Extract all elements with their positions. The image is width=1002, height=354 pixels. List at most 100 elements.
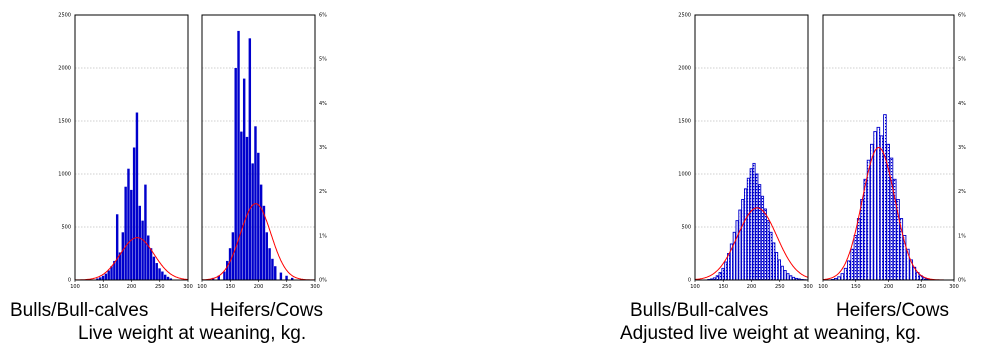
histogram-bar bbox=[743, 188, 748, 281]
histogram-bar bbox=[285, 275, 288, 280]
x-tick-label: 300 bbox=[183, 284, 193, 290]
x-tick-label: 200 bbox=[884, 284, 894, 290]
histogram-bar bbox=[254, 126, 257, 280]
histogram-bar bbox=[876, 126, 881, 281]
histogram-bar bbox=[237, 30, 240, 281]
histogram-bar bbox=[248, 38, 252, 280]
histogram-bar bbox=[741, 198, 745, 281]
histogram-bar bbox=[763, 208, 767, 281]
histogram-bar bbox=[141, 220, 144, 280]
x-tick-label: 150 bbox=[718, 284, 728, 290]
histogram-bar bbox=[113, 260, 116, 280]
x-tick-label: 150 bbox=[98, 284, 108, 290]
x-tick-label: 300 bbox=[310, 284, 320, 290]
histogram-bar bbox=[158, 268, 161, 280]
histogram-bar bbox=[780, 265, 784, 281]
x-tick-label: 150 bbox=[851, 284, 861, 290]
histogram-bar bbox=[727, 253, 731, 281]
y2-tick-label: 5% bbox=[319, 57, 327, 63]
histogram-bar bbox=[775, 251, 779, 281]
x-tick-label: 250 bbox=[916, 284, 926, 290]
histogram-bar bbox=[107, 270, 110, 280]
y2-tick-label: 2% bbox=[319, 189, 327, 195]
chart-panel-0: 100 150 200 250 300 0 500 1000 1500 2000 2500 bbox=[58, 13, 193, 291]
y2-tick-label: 6% bbox=[319, 13, 327, 19]
y-tick-label: 1500 bbox=[58, 119, 71, 125]
y-tick-label: 500 bbox=[61, 225, 71, 231]
histogram-bar bbox=[217, 275, 220, 280]
histogram-bar bbox=[259, 184, 263, 280]
histogram-bar bbox=[860, 198, 864, 281]
histogram-bar bbox=[749, 168, 753, 281]
histogram-bar bbox=[118, 252, 122, 280]
histogram-bar bbox=[870, 143, 874, 281]
histogram-bar bbox=[115, 214, 119, 280]
x-tick-label: 250 bbox=[155, 284, 165, 290]
histogram-bar bbox=[777, 259, 782, 281]
histogram-bar bbox=[786, 273, 790, 281]
x-tick-label: 200 bbox=[747, 284, 757, 290]
x-tick-label: 200 bbox=[254, 284, 264, 290]
histogram-bar bbox=[279, 272, 283, 280]
histogram-bar bbox=[718, 272, 722, 281]
histogram-bar bbox=[772, 242, 776, 281]
y2-tick-label: 4% bbox=[319, 101, 327, 107]
x-tick-label: 200 bbox=[127, 284, 137, 290]
histogram-bar bbox=[226, 260, 229, 280]
histogram-bar bbox=[873, 131, 877, 281]
y2-tick-label: 1% bbox=[319, 233, 327, 239]
histogram-bar bbox=[245, 136, 249, 280]
normal-curve bbox=[202, 203, 315, 281]
y2-tick-label: 4% bbox=[958, 101, 966, 107]
histogram-bar bbox=[124, 186, 127, 280]
y-tick-label: 500 bbox=[681, 225, 691, 231]
histogram-bar bbox=[240, 131, 243, 280]
histogram-bar bbox=[127, 168, 130, 280]
histogram-bar bbox=[223, 271, 226, 280]
histogram-bar bbox=[752, 162, 756, 281]
y2-tick-label: 3% bbox=[958, 145, 966, 151]
y2-tick-label: 1% bbox=[958, 233, 966, 239]
histogram-bar bbox=[789, 275, 793, 281]
histogram-bar bbox=[228, 248, 232, 280]
x-tick-label: 250 bbox=[775, 284, 785, 290]
histogram-bar bbox=[271, 258, 274, 280]
y2-tick-label: 5% bbox=[958, 57, 966, 63]
y2-tick-label: 6% bbox=[958, 13, 966, 19]
histogram-bar bbox=[144, 184, 147, 280]
histogram-bar bbox=[843, 267, 848, 281]
histogram-bar bbox=[149, 248, 153, 280]
normal-curve bbox=[75, 237, 188, 281]
x-tick-label: 100 bbox=[197, 284, 207, 290]
histogram-bar bbox=[135, 112, 139, 281]
histogram-bar bbox=[163, 274, 167, 280]
histogram-bar bbox=[847, 260, 851, 281]
y-tick-label: 1000 bbox=[678, 172, 691, 178]
x-tick-label: 150 bbox=[225, 284, 235, 290]
x-tick-label: 100 bbox=[690, 284, 700, 290]
y2-tick-label: 0% bbox=[319, 278, 327, 284]
histogram-bar bbox=[732, 231, 736, 281]
histogram-bar bbox=[96, 278, 99, 280]
histogram-bar bbox=[274, 266, 277, 280]
normal-curve bbox=[694, 207, 809, 280]
histogram-bar bbox=[257, 152, 260, 280]
histogram-bar bbox=[721, 267, 725, 281]
histogram-bar bbox=[268, 248, 271, 280]
histogram-bar bbox=[155, 263, 158, 280]
x-tick-label: 250 bbox=[282, 284, 292, 290]
y-tick-label: 2500 bbox=[58, 13, 71, 19]
histogram-bar bbox=[840, 273, 845, 281]
histogram-bar bbox=[738, 209, 742, 281]
group-label-bulls-left: Bulls/Bull-calves bbox=[10, 300, 149, 321]
group-label-bulls-right: Bulls/Bull-calves bbox=[630, 300, 769, 321]
chart-panel-2: 100 150 200 250 300 0 500 1000 1500 2000 2500 bbox=[678, 13, 813, 291]
x-tick-label: 100 bbox=[70, 284, 80, 290]
group-label-heifers-right: Heifers/Cows bbox=[836, 300, 949, 321]
histogram-bar bbox=[132, 147, 136, 280]
histogram-bar bbox=[242, 78, 246, 280]
y-tick-label: 0 bbox=[688, 278, 691, 284]
